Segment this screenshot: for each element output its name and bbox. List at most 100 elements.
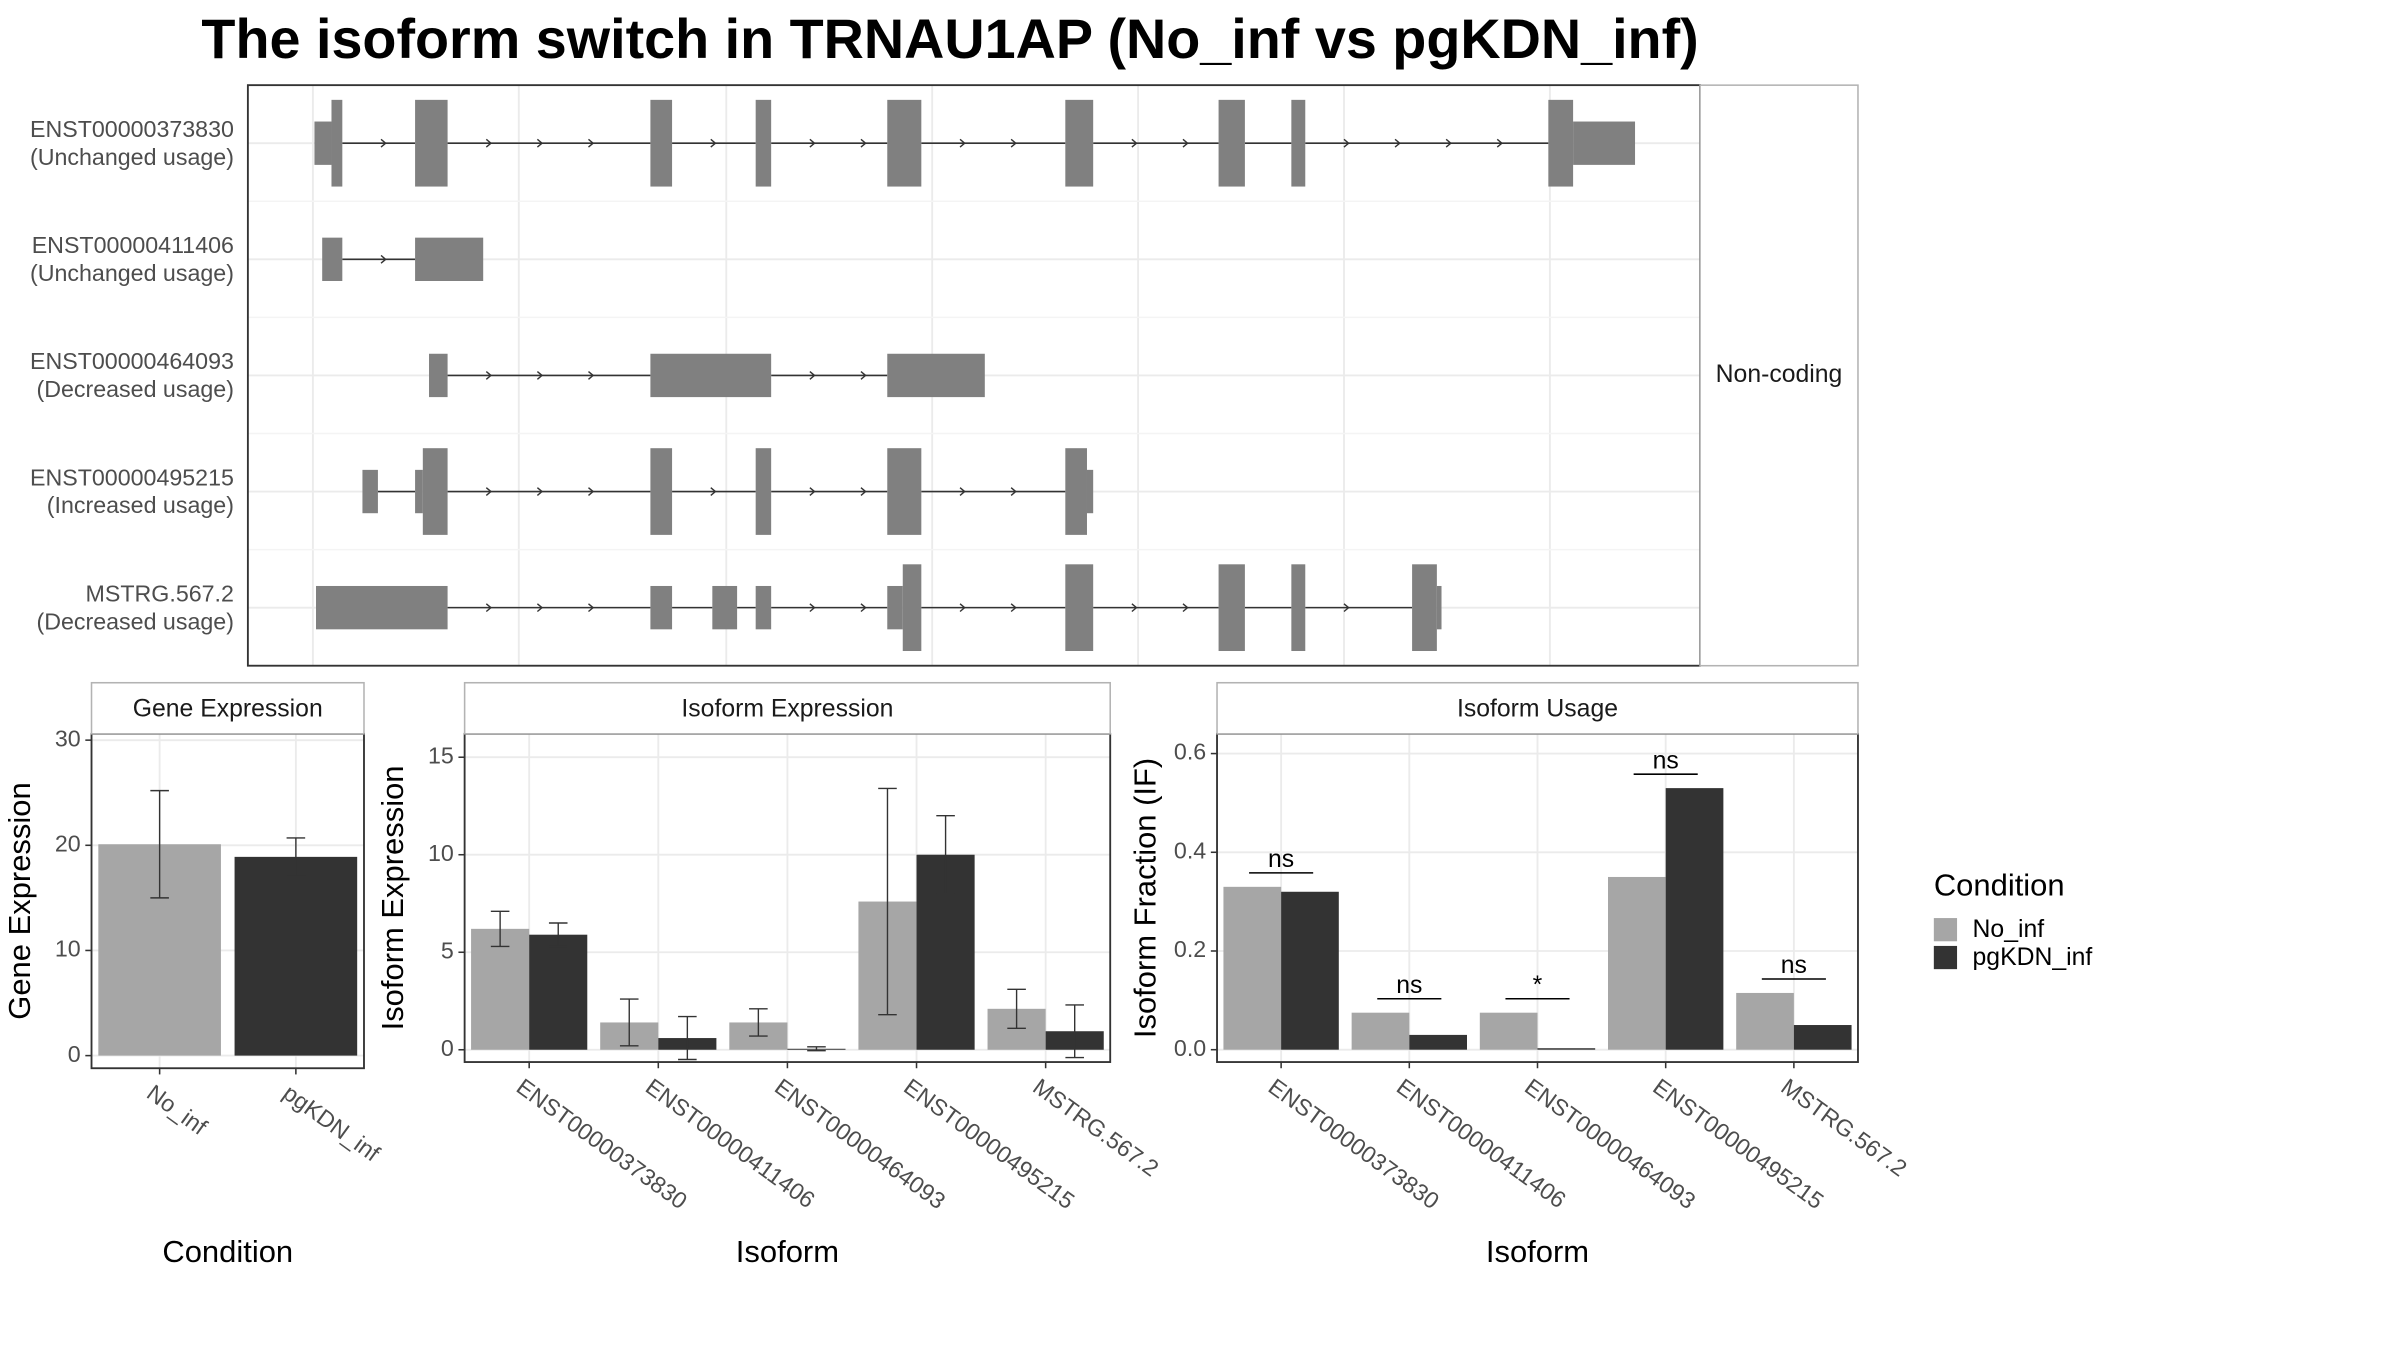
exon xyxy=(415,99,448,187)
intron-arrow xyxy=(536,487,544,496)
intron-arrow xyxy=(710,138,717,148)
y-tick-label: 30 xyxy=(55,725,81,751)
intron-arrow xyxy=(1394,138,1401,148)
intron-arrow xyxy=(860,371,867,380)
exon xyxy=(887,353,985,398)
significance-label: ns xyxy=(1781,952,1807,979)
bar xyxy=(1736,992,1794,1050)
y-tick-label: 5 xyxy=(441,937,454,963)
strip-box xyxy=(90,681,365,735)
intron-arrow xyxy=(1343,138,1350,148)
intron-arrow xyxy=(860,487,867,496)
intron-arrow xyxy=(1496,138,1503,148)
exon xyxy=(1412,564,1437,652)
exon xyxy=(314,121,332,165)
strip-label: Gene Expression xyxy=(133,695,323,722)
exon xyxy=(1436,585,1442,630)
exon xyxy=(755,585,772,630)
y-tick-label: 0 xyxy=(68,1041,81,1067)
intron-arrow xyxy=(588,138,595,148)
bar xyxy=(1479,1012,1538,1050)
transcript-usage: (Unchanged usage) xyxy=(30,260,234,286)
transcript-name: MSTRG.567.2 xyxy=(86,580,234,606)
y-tick-label: 0.2 xyxy=(1174,936,1206,962)
intron-arrow xyxy=(485,487,493,496)
y-axis-title: Gene Expression xyxy=(2,782,37,1019)
y-tick-label: 0.0 xyxy=(1174,1035,1206,1061)
y-tick-label: 15 xyxy=(428,742,454,768)
strip-label: Non-coding xyxy=(1716,361,1843,388)
legend-swatch xyxy=(1933,918,1958,942)
bar xyxy=(1793,1025,1852,1050)
exon xyxy=(331,99,343,187)
transcript-usage: (Decreased usage) xyxy=(36,376,233,402)
legend-swatch xyxy=(1933,945,1958,970)
intron-arrow xyxy=(860,138,867,148)
x-tick-label: MSTRG.567.2 xyxy=(1028,1073,1163,1181)
intron-arrow xyxy=(1182,138,1189,148)
exon xyxy=(650,585,673,630)
intron-arrow xyxy=(809,138,816,148)
bar xyxy=(1665,788,1724,1050)
exon xyxy=(1065,99,1094,187)
bar xyxy=(1608,876,1666,1050)
bar xyxy=(234,856,358,1056)
exon xyxy=(650,99,673,187)
strip-label: Isoform Usage xyxy=(1457,695,1618,722)
intron-arrow xyxy=(380,254,387,264)
figure-title: The isoform switch in TRNAU1AP (No_inf v… xyxy=(201,8,1698,70)
strip-label: Isoform Expression xyxy=(681,695,893,722)
exon xyxy=(650,448,673,535)
exon xyxy=(1573,121,1636,165)
legend-title: Condition xyxy=(1934,867,2065,902)
intron-arrow xyxy=(1010,603,1017,613)
significance-label: ns xyxy=(1268,846,1294,873)
exon xyxy=(422,448,448,535)
intron-arrow xyxy=(1445,138,1452,148)
transcript-usage: (Decreased usage) xyxy=(36,608,233,634)
bar xyxy=(1351,1012,1410,1050)
exon xyxy=(887,448,922,535)
exon xyxy=(887,99,922,187)
transcript-name: ENST00000495215 xyxy=(30,464,234,490)
exon xyxy=(315,585,448,630)
intron-arrow xyxy=(588,371,595,380)
exon xyxy=(429,353,448,398)
bar xyxy=(1223,886,1282,1050)
x-axis-title: Isoform xyxy=(736,1234,839,1269)
intron-arrow xyxy=(860,603,867,613)
exon xyxy=(1065,448,1087,535)
x-tick-label: No_inf xyxy=(142,1079,212,1140)
exon xyxy=(322,237,343,281)
intron-arrow xyxy=(1182,603,1189,613)
bar xyxy=(529,934,588,1050)
exon xyxy=(1218,99,1245,187)
bar xyxy=(1281,891,1339,1050)
exon xyxy=(1548,99,1574,187)
x-tick-label: pgKDN_inf xyxy=(278,1079,385,1166)
bar xyxy=(1537,1048,1596,1050)
strip-box xyxy=(463,681,1111,735)
intron-arrow xyxy=(710,487,717,496)
bar xyxy=(1409,1034,1467,1050)
intron-arrow xyxy=(809,371,816,380)
intron-arrow xyxy=(1010,138,1017,148)
exon xyxy=(1291,99,1306,187)
y-tick-label: 0 xyxy=(441,1035,454,1061)
bar xyxy=(471,928,530,1050)
exon xyxy=(902,564,922,652)
x-axis-title: Condition xyxy=(162,1234,293,1269)
intron-arrow xyxy=(485,603,493,613)
exon xyxy=(1086,469,1094,514)
legend-label: pgKDN_inf xyxy=(1973,944,2093,971)
intron-arrow xyxy=(959,487,966,496)
intron-arrow xyxy=(536,603,544,613)
y-tick-label: 20 xyxy=(55,830,81,856)
transcript-name: ENST00000411406 xyxy=(32,232,234,258)
strip-box xyxy=(1699,84,1859,667)
intron-arrow xyxy=(588,487,595,496)
exon xyxy=(712,585,738,630)
exon xyxy=(362,469,378,514)
y-tick-label: 10 xyxy=(428,840,454,866)
